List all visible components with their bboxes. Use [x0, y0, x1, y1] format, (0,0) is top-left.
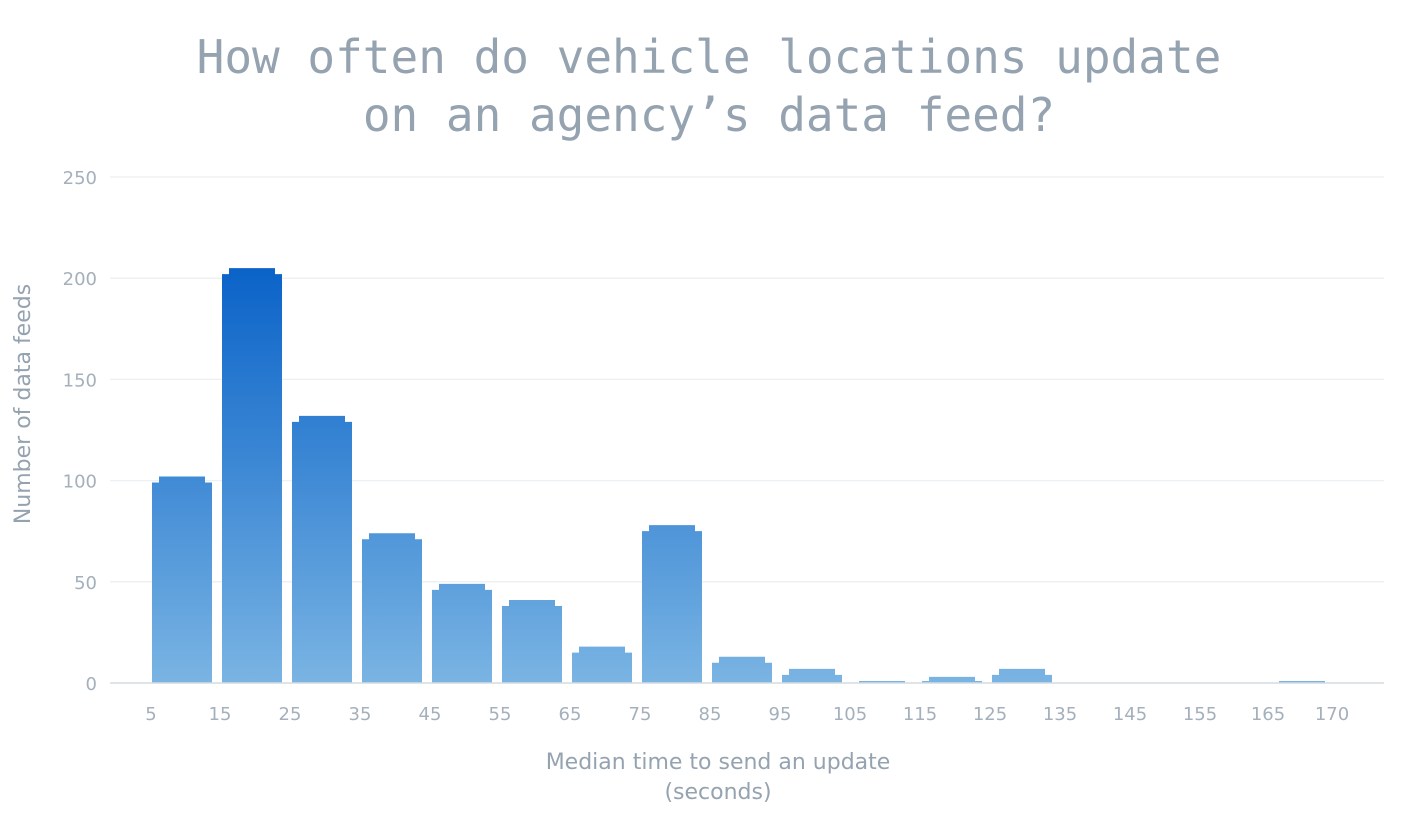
x-tick-label: 145 [1113, 704, 1147, 725]
y-axis-ticks: 0 50 100 150 200 250 [63, 168, 97, 695]
bar-55 [502, 600, 562, 683]
bar-25 [292, 415, 352, 683]
x-tick-label: 170 [1315, 704, 1349, 725]
bar-15 [222, 268, 282, 683]
bar-75 [642, 525, 702, 683]
bar-45 [432, 583, 492, 683]
x-tick-label: 155 [1183, 704, 1217, 725]
bar-65 [572, 646, 632, 683]
bar-125 [992, 668, 1052, 683]
x-tick-label: 75 [629, 704, 652, 725]
y-tick-label: 0 [86, 674, 97, 695]
bar-35 [362, 533, 422, 683]
y-tick-label: 250 [63, 168, 97, 189]
bar-5 [152, 476, 212, 683]
y-tick-label: 50 [74, 573, 97, 594]
x-axis-ticks: 5 15 25 35 45 55 65 75 85 95 105 115 125 135 145 155 165… [145, 704, 1349, 725]
y-tick-label: 200 [63, 269, 97, 290]
x-axis-title-line-2: (seconds) [664, 780, 771, 805]
x-tick-label: 5 [145, 704, 156, 725]
chart-title-line-1: How often do vehicle locations update [196, 30, 1222, 84]
x-tick-label: 35 [349, 704, 372, 725]
x-tick-label: 115 [903, 704, 937, 725]
x-tick-label: 15 [209, 704, 232, 725]
y-tick-label: 100 [63, 472, 97, 493]
x-tick-label: 65 [559, 704, 582, 725]
y-tick-label: 150 [63, 370, 97, 391]
chart-title: How often do vehicle locations update on… [0, 28, 1418, 144]
x-tick-label: 135 [1043, 704, 1077, 725]
x-tick-label: 55 [489, 704, 512, 725]
x-tick-label: 85 [699, 704, 722, 725]
bar-115 [922, 676, 982, 683]
chart-title-line-2: on an agency’s data feed? [362, 88, 1056, 142]
x-tick-label: 105 [833, 704, 867, 725]
bar-95 [782, 668, 842, 683]
x-tick-label: 125 [973, 704, 1007, 725]
bar-85 [712, 656, 772, 683]
x-tick-label: 45 [419, 704, 442, 725]
y-axis-title: Number of data feeds [11, 284, 36, 524]
bars [152, 268, 1325, 683]
x-axis-title-line-1: Median time to send an update [546, 750, 891, 775]
x-tick-label: 25 [279, 704, 302, 725]
x-tick-label: 165 [1251, 704, 1285, 725]
x-tick-label: 95 [769, 704, 792, 725]
